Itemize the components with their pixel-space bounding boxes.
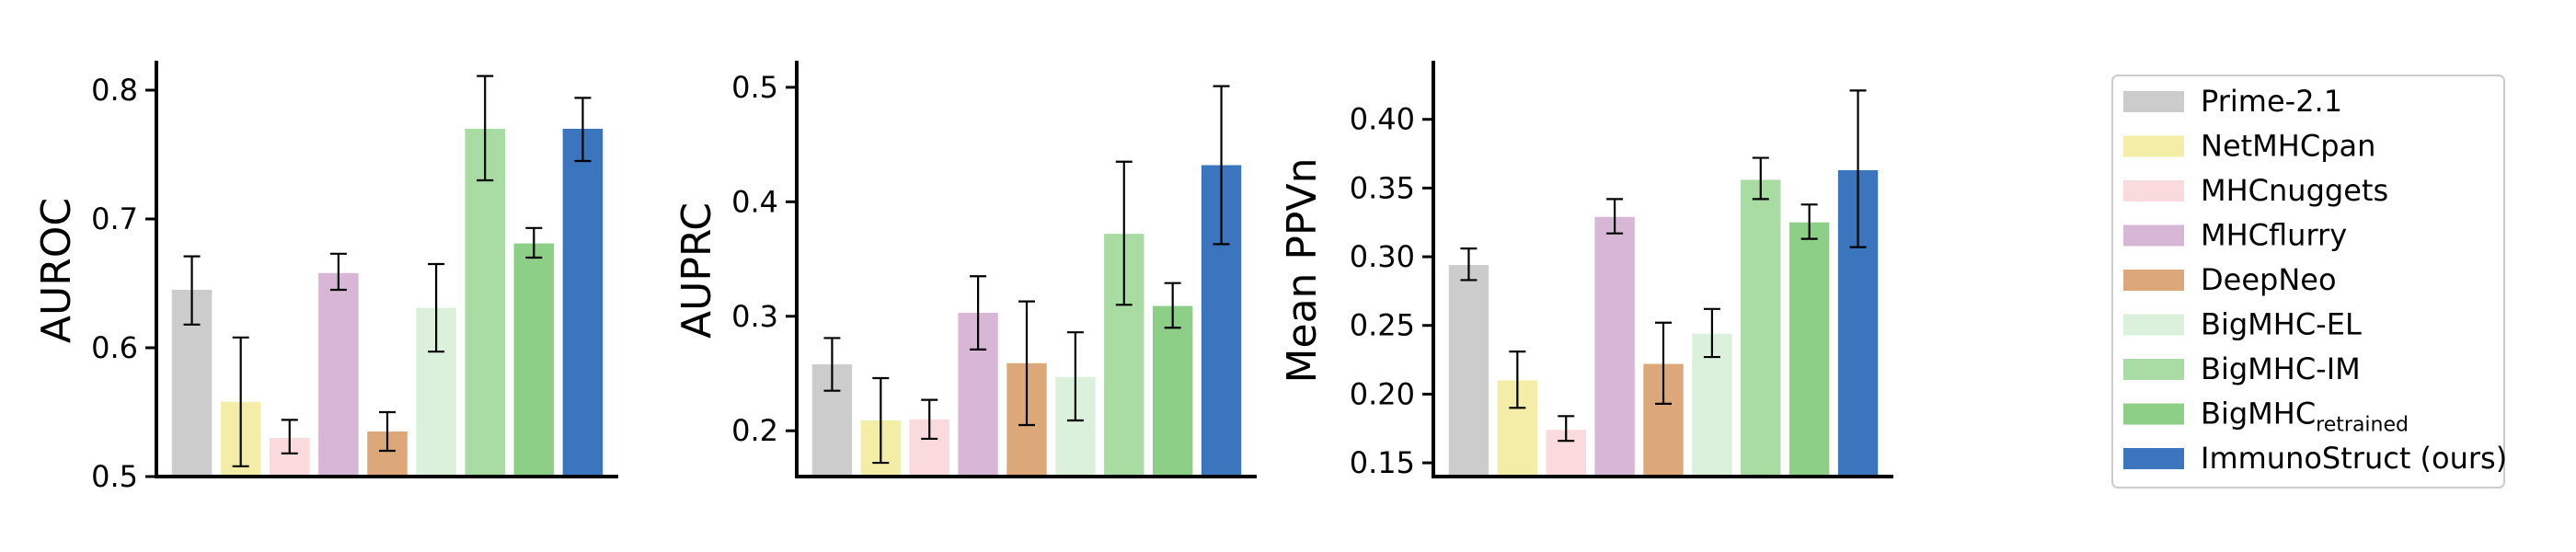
error-bar: [1655, 321, 1672, 405]
error-bar: [574, 97, 592, 163]
legend-label: BigMHC-IM: [2201, 351, 2361, 386]
legend-item: MHCflurry: [2123, 218, 2347, 253]
error-bar: [428, 262, 445, 353]
y-tick-label: 0.4: [731, 184, 778, 219]
legend-swatch: [2123, 314, 2184, 336]
error-bar: [1849, 89, 1867, 248]
legend-label: MHCnuggets: [2201, 173, 2388, 208]
error-bar: [970, 275, 987, 351]
bar-mhcflurry: [318, 272, 359, 477]
bar-bigmhc-im: [465, 129, 505, 477]
error-bar: [1509, 351, 1526, 409]
error-bar: [1213, 85, 1230, 246]
legend-swatch: [2123, 403, 2184, 425]
legend: Prime-2.1 NetMHCpan MHCnuggets MHCflurry Dee…: [2111, 75, 2507, 489]
error-bar: [183, 255, 201, 326]
bar-bigmhc: [1788, 222, 1830, 477]
legend-label: MHCflurry: [2201, 218, 2347, 253]
chart-panel-2: 0.2 0.3 0.4 0.5 AUPRC: [673, 61, 1257, 478]
y-tick-label: 0.6: [91, 330, 138, 365]
y-tick-label: 0.20: [1350, 376, 1415, 411]
legend-label: Prime-2.1: [2201, 84, 2342, 119]
legend-item: MHCnuggets: [2123, 173, 2388, 208]
legend-swatch: [2123, 224, 2184, 247]
legend-item: ImmunoStruct (ours): [2123, 441, 2507, 476]
y-tick-label: 0.40: [1350, 102, 1415, 137]
bar-immunostruct-ours-: [562, 129, 604, 477]
error-bar: [1115, 160, 1133, 306]
error-bar: [477, 75, 494, 182]
error-bar: [921, 398, 938, 441]
y-tick-label: 0.5: [731, 70, 778, 105]
y-axis-title: AUROC: [33, 198, 80, 343]
error-bar: [1752, 156, 1769, 201]
bar-bigmhc: [1152, 305, 1193, 477]
legend-frame: [2111, 75, 2505, 489]
y-tick-label: 0.2: [731, 413, 778, 448]
chart-panel-1: 0.5 0.6 0.7 0.8 AUROC: [33, 61, 618, 494]
bar-bigmhc: [513, 243, 555, 477]
y-tick-label: 0.25: [1350, 308, 1415, 343]
chart-panel-3: 0.15 0.20 0.25 0.30 0.35 0.40 Mean PPVn: [1279, 61, 1893, 480]
legend-label: BigMHC-EL: [2201, 307, 2362, 342]
legend-swatch: [2123, 135, 2184, 157]
bar-prime-2-1: [1448, 265, 1489, 477]
y-tick-label: 0.35: [1350, 170, 1415, 205]
y-axis-title: AUPRC: [673, 202, 720, 339]
y-tick-label: 0.5: [91, 459, 138, 494]
error-bar: [1164, 282, 1181, 329]
error-bar: [1606, 198, 1624, 235]
legend-item: DeepNeo: [2123, 262, 2337, 297]
legend-swatch: [2123, 359, 2184, 380]
bar-mhcflurry: [1594, 216, 1635, 477]
legend-swatch: [2123, 180, 2184, 201]
error-bar: [1558, 415, 1575, 443]
legend-item: NetMHCpan: [2123, 129, 2375, 164]
legend-swatch: [2123, 270, 2184, 291]
legend-label: ImmunoStruct (ours): [2201, 441, 2507, 476]
y-tick-label: 0.30: [1350, 239, 1415, 274]
error-bar: [525, 226, 543, 259]
legend-label: NetMHCpan: [2201, 129, 2375, 164]
y-tick-label: 0.8: [91, 73, 138, 108]
error-bar: [379, 410, 396, 453]
error-bar: [1066, 331, 1084, 422]
error-bar: [329, 252, 347, 292]
error-bar: [281, 419, 298, 454]
legend-item: Prime-2.1: [2123, 84, 2342, 119]
y-axis-title: Mean PPVn: [1279, 158, 1326, 384]
bar-bigmhc-im: [1741, 179, 1781, 477]
legend-label: DeepNeo: [2201, 262, 2337, 297]
error-bar: [1800, 203, 1818, 240]
legend-swatch: [2123, 448, 2184, 469]
legend-item: BigMHC-IM: [2123, 351, 2361, 386]
error-bar: [1018, 300, 1035, 427]
error-bar: [1460, 247, 1478, 282]
y-tick-label: 0.15: [1350, 445, 1415, 480]
y-tick-label: 0.7: [91, 201, 138, 236]
y-tick-label: 0.3: [731, 299, 778, 334]
error-bar: [823, 337, 841, 392]
legend-item: BigMHC-EL: [2123, 307, 2362, 342]
error-bar: [1703, 307, 1720, 359]
error-bar: [232, 336, 249, 467]
chart-panels: 0.50.60.70.8AUROC0.20.30.40.5AUPRC0.150.…: [33, 61, 1893, 494]
error-bar: [872, 376, 890, 465]
legend-swatch: [2123, 91, 2184, 112]
